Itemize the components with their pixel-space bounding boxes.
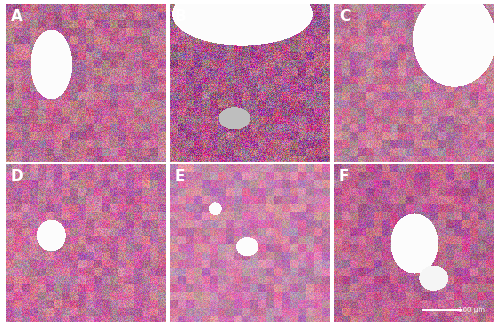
Text: A: A <box>11 9 22 24</box>
Text: D: D <box>11 169 24 184</box>
Text: F: F <box>339 169 349 184</box>
Text: C: C <box>339 9 350 24</box>
Text: E: E <box>175 169 185 184</box>
Text: 100 μm: 100 μm <box>458 307 485 313</box>
Text: B: B <box>175 9 186 24</box>
